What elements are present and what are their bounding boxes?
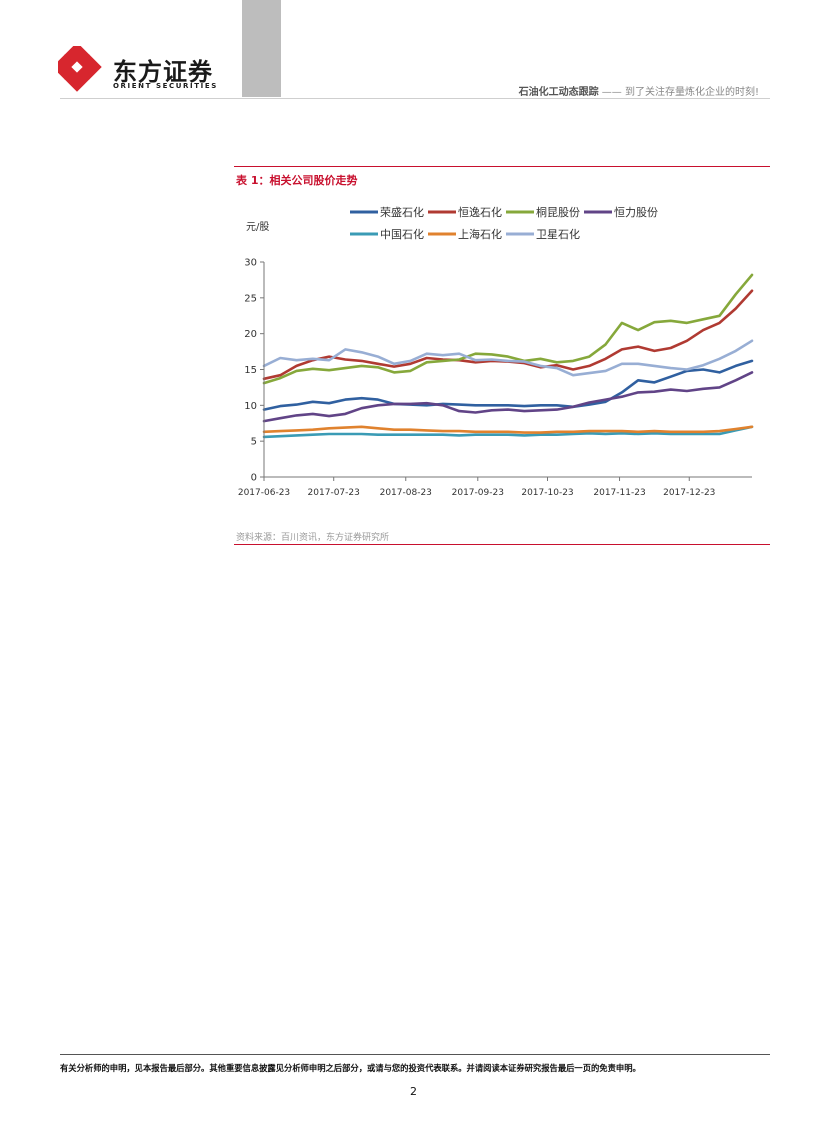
running-title: 石油化工动态跟踪 —— 到了关注存量炼化企业的时刻!	[519, 83, 759, 98]
figure-title: 表 1：相关公司股价走势	[236, 174, 358, 187]
legend-label: 恒力股份	[614, 206, 658, 219]
series-line-恒力股份	[262, 371, 754, 423]
x-tick-label: 2017-06-23	[238, 488, 290, 498]
legend-label: 恒逸石化	[458, 205, 502, 219]
series-line-桐昆股份	[262, 273, 754, 385]
legend-label: 桐昆股份	[536, 205, 580, 219]
figure-bottom-rule	[234, 544, 770, 545]
header-color-block	[242, 0, 281, 97]
x-tick-label: 2017-08-23	[380, 488, 432, 498]
legend-label: 荣盛石化	[380, 205, 424, 219]
y-axis-label: 元/股	[246, 221, 269, 233]
title-separator: ——	[601, 87, 622, 98]
footer-rule	[60, 1054, 770, 1055]
legend-label: 中国石化	[380, 227, 424, 241]
series-lines	[262, 273, 754, 439]
report-title: 到了关注存量炼化企业的时刻!	[624, 87, 759, 98]
y-tick-label: 25	[244, 293, 257, 304]
x-tick-label: 2017-07-23	[308, 488, 360, 498]
y-tick-label: 30	[244, 258, 257, 269]
report-series: 石油化工动态跟踪	[518, 87, 599, 98]
y-tick-label: 15	[244, 365, 257, 376]
x-tick-label: 2017-09-23	[452, 488, 504, 498]
header-rule	[60, 98, 770, 99]
figure-source: 资料来源：百川资讯，东方证券研究所	[236, 533, 390, 543]
series-line-中国石化	[262, 425, 754, 439]
footer-disclaimer: 有关分析师的申明，见本报告最后部分。其他重要信息披露见分析师申明之后部分，或请与…	[60, 1063, 641, 1073]
legend-label: 卫星石化	[536, 227, 580, 241]
y-tick-label: 0	[251, 473, 257, 484]
y-tick-label: 20	[244, 329, 257, 340]
series-line-荣盛石化	[262, 359, 754, 411]
legend-label: 上海石化	[458, 227, 502, 241]
series-line-卫星石化	[262, 339, 754, 377]
x-tick-label: 2017-12-23	[663, 488, 715, 498]
page-number: 2	[410, 1085, 417, 1098]
series-line-恒逸石化	[262, 289, 754, 381]
series-line-上海石化	[262, 425, 754, 434]
brand-name-en: ORIENT SECURITIES	[113, 82, 218, 90]
y-axis-ticks: 0 5 10 15 20 25 30	[244, 258, 264, 484]
x-tick-label: 2017-10-23	[521, 488, 573, 498]
orient-securities-logo-icon	[52, 42, 106, 98]
x-axis-ticks: 2017-06-23 2017-07-23 2017-08-23 2017-09-23…	[238, 477, 715, 498]
figure-top-rule	[234, 166, 770, 167]
y-tick-label: 5	[251, 437, 257, 448]
x-tick-label: 2017-11-23	[593, 488, 645, 498]
brand-name-cn: 东方证券	[113, 58, 213, 86]
y-tick-label: 10	[244, 401, 257, 412]
